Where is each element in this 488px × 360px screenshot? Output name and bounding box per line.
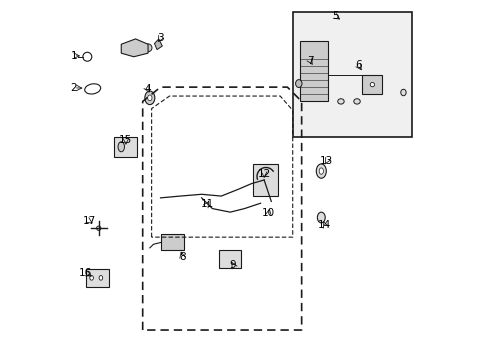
Ellipse shape [118, 142, 124, 152]
Text: 5: 5 [332, 12, 338, 21]
Ellipse shape [97, 226, 101, 230]
Bar [292, 12, 411, 137]
Ellipse shape [317, 212, 325, 223]
Ellipse shape [400, 89, 406, 96]
Text: 13: 13 [319, 157, 333, 166]
Ellipse shape [144, 44, 152, 52]
Bar [160, 234, 183, 249]
Text: 12: 12 [257, 168, 270, 179]
Text: 4: 4 [144, 84, 150, 94]
Text: 9: 9 [229, 260, 236, 270]
Ellipse shape [144, 91, 155, 105]
Bar [114, 137, 137, 157]
Text: 8: 8 [179, 252, 185, 262]
Text: 11: 11 [200, 199, 213, 209]
Ellipse shape [316, 164, 325, 178]
Ellipse shape [337, 99, 344, 104]
Bar [253, 164, 278, 196]
Text: 17: 17 [82, 216, 96, 226]
Bar [219, 249, 241, 267]
Ellipse shape [99, 275, 102, 280]
Text: 1: 1 [70, 51, 77, 61]
Text: 7: 7 [306, 57, 313, 66]
Text: 14: 14 [318, 220, 331, 230]
Bar [85, 269, 108, 287]
Text: 16: 16 [79, 268, 92, 278]
Text: 6: 6 [354, 60, 361, 70]
Ellipse shape [147, 95, 152, 101]
Ellipse shape [295, 80, 302, 87]
Bar [362, 75, 381, 94]
Text: 15: 15 [119, 135, 132, 145]
Text: 2: 2 [70, 83, 77, 93]
Text: 10: 10 [262, 208, 275, 218]
Ellipse shape [353, 99, 360, 104]
Bar [299, 41, 328, 102]
Polygon shape [154, 39, 162, 50]
Text: 3: 3 [157, 33, 163, 43]
Polygon shape [121, 39, 148, 57]
Ellipse shape [319, 168, 323, 174]
Ellipse shape [369, 82, 374, 87]
Ellipse shape [90, 275, 93, 280]
